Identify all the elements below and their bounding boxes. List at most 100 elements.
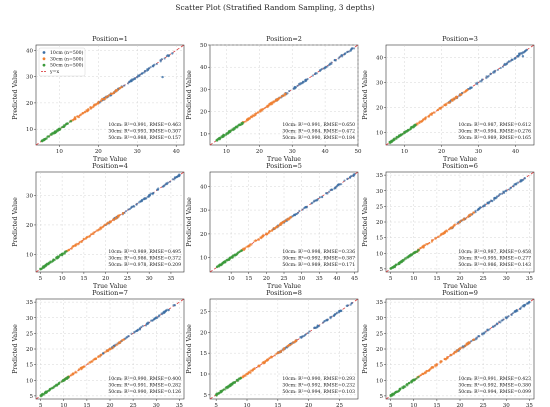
data-point bbox=[289, 216, 293, 219]
data-point bbox=[519, 179, 522, 183]
data-point bbox=[114, 344, 117, 347]
data-point bbox=[501, 319, 504, 322]
y-tick-label: 20 bbox=[26, 223, 33, 229]
data-point bbox=[163, 57, 166, 60]
data-point bbox=[323, 320, 326, 323]
x-tick-label: 40 bbox=[173, 149, 180, 155]
data-point bbox=[469, 86, 473, 89]
y-tick-label: 20 bbox=[376, 106, 383, 112]
data-point bbox=[91, 232, 94, 235]
data-point bbox=[421, 245, 425, 249]
data-point bbox=[97, 355, 100, 358]
data-point bbox=[417, 248, 420, 252]
data-point bbox=[481, 78, 484, 81]
metric-text: 30cm: R²=0.992, RMSE=0.380 bbox=[458, 383, 531, 389]
legend-marker bbox=[42, 51, 46, 54]
data-point bbox=[178, 173, 181, 177]
data-point bbox=[286, 345, 289, 348]
data-point bbox=[249, 369, 252, 372]
x-tick-label: 25 bbox=[124, 276, 131, 282]
data-point bbox=[260, 236, 263, 240]
data-point bbox=[149, 66, 152, 69]
data-point bbox=[349, 176, 352, 179]
data-point bbox=[425, 369, 428, 373]
data-point bbox=[453, 223, 456, 227]
data-point bbox=[87, 362, 90, 365]
data-point bbox=[219, 391, 222, 394]
data-point bbox=[350, 48, 353, 51]
data-point bbox=[503, 63, 506, 66]
y-tick-label: 40 bbox=[200, 184, 207, 190]
data-point bbox=[286, 218, 289, 221]
data-point bbox=[410, 381, 413, 384]
y-tick-label: 35 bbox=[26, 300, 33, 306]
data-point bbox=[353, 173, 356, 176]
data-point bbox=[218, 137, 222, 140]
subplot-title: Position=6 bbox=[442, 162, 478, 170]
data-point bbox=[222, 261, 226, 264]
data-point bbox=[396, 263, 399, 266]
data-point bbox=[282, 347, 286, 351]
data-point bbox=[394, 264, 397, 267]
data-point bbox=[144, 324, 148, 327]
data-point bbox=[444, 358, 448, 361]
data-point bbox=[136, 329, 139, 332]
y-tick-label: 20 bbox=[200, 232, 207, 238]
y-tick-label: 10 bbox=[26, 252, 33, 258]
data-point bbox=[92, 359, 95, 362]
data-point bbox=[508, 188, 511, 191]
x-tick-label: 10 bbox=[410, 276, 417, 282]
metric-text: 10cm: R²=0.991, RMSE=0.650 bbox=[282, 122, 355, 128]
data-point bbox=[499, 192, 502, 196]
data-point bbox=[55, 384, 58, 387]
data-point bbox=[174, 176, 177, 180]
data-point bbox=[505, 316, 508, 319]
data-point bbox=[39, 394, 42, 397]
x-tick-label: 30 bbox=[146, 276, 153, 282]
data-point bbox=[338, 55, 341, 59]
data-point bbox=[484, 330, 487, 333]
data-point bbox=[314, 72, 317, 76]
data-point bbox=[428, 241, 431, 245]
data-point bbox=[263, 107, 266, 110]
y-tick-label: 30 bbox=[376, 189, 383, 195]
data-point bbox=[335, 185, 339, 188]
data-point bbox=[257, 111, 260, 114]
data-point bbox=[318, 69, 322, 73]
data-point bbox=[514, 182, 517, 186]
data-point bbox=[272, 227, 275, 230]
data-point bbox=[52, 259, 55, 262]
x-tick-label: 30 bbox=[475, 149, 482, 155]
subplot-5: 10 15 20 25 30 35 40 45 10 20 30 40 Position=5 True V… bbox=[186, 162, 358, 290]
x-tick-label: 40 bbox=[333, 276, 340, 282]
subplot-title: Position=5 bbox=[266, 162, 302, 170]
y-axis-label: Predicted Value bbox=[186, 324, 193, 374]
y-tick-label: 10 bbox=[376, 251, 383, 257]
data-point bbox=[346, 50, 349, 54]
data-point bbox=[43, 264, 46, 268]
subplot-4: 5 10 15 20 25 30 35 10 20 30 Position=4 True Value P… bbox=[12, 162, 185, 290]
data-point bbox=[352, 47, 356, 50]
subplot-title: Position=9 bbox=[442, 289, 478, 297]
data-point bbox=[514, 309, 517, 313]
data-point bbox=[241, 121, 245, 124]
x-tick-label: 35 bbox=[526, 276, 533, 282]
data-point bbox=[254, 112, 258, 115]
data-point bbox=[494, 324, 497, 327]
data-point bbox=[457, 222, 460, 225]
y-tick-label: 25 bbox=[376, 204, 383, 210]
metric-text: 30cm: R²=0.995, RMSE=0.277 bbox=[458, 256, 531, 262]
metric-text: 10cm: R²=0.991, RMSE=0.423 bbox=[458, 376, 531, 382]
metric-text: 30cm: R²=0.986, RMSE=0.372 bbox=[108, 256, 181, 262]
y-tick-label: 20 bbox=[200, 110, 207, 116]
data-point bbox=[171, 52, 174, 55]
x-tick-label: 20 bbox=[107, 403, 114, 407]
data-point bbox=[458, 347, 462, 351]
data-point bbox=[81, 112, 84, 115]
data-point bbox=[121, 211, 125, 215]
data-point bbox=[53, 385, 56, 388]
y-axis-label: Predicted Value bbox=[362, 324, 369, 374]
data-point bbox=[86, 235, 89, 238]
data-point bbox=[149, 192, 152, 195]
